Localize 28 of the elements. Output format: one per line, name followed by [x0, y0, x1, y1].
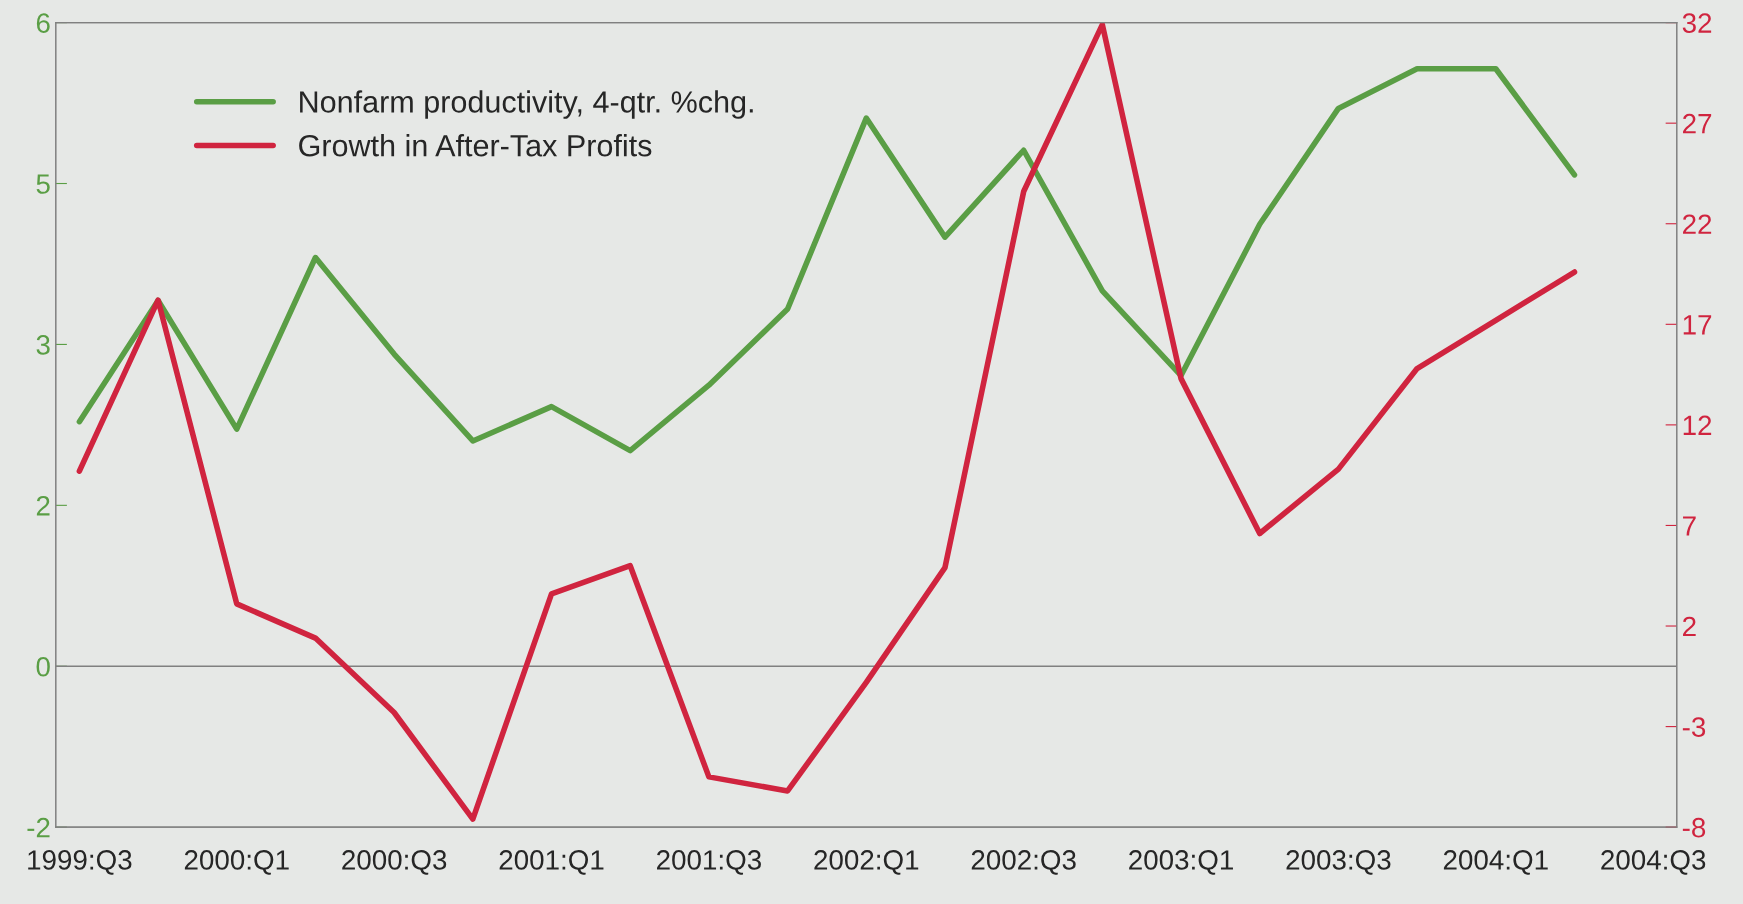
legend-label: Growth in After-Tax Profits	[299, 134, 652, 157]
y2-tick-label: 12	[1683, 415, 1712, 435]
y2-tick-label: -8	[1682, 817, 1706, 838]
x-tick-label: 2001:Q3	[657, 850, 761, 875]
x-tick-label: 2003:Q3	[1286, 850, 1391, 875]
y2-tick-label: 17	[1683, 315, 1712, 335]
x-tick-label: 2001:Q1	[499, 850, 604, 875]
y-tick-label: 2	[36, 496, 50, 516]
y2-tick-label: 32	[1682, 13, 1712, 33]
y2-tick-label: 22	[1683, 214, 1712, 234]
y-tick-label: 0	[36, 656, 50, 677]
y2-tick-label: 27	[1683, 113, 1712, 134]
x-tick-label: 2002:Q3	[971, 850, 1076, 875]
y-tick-label: -2	[27, 817, 50, 838]
y2-tick-label: -3	[1682, 717, 1706, 737]
y-tick-label: 5	[36, 174, 50, 194]
x-tick-label: 1999:Q3	[28, 850, 132, 875]
x-tick-label: 2004:Q1	[1443, 850, 1548, 875]
x-tick-label: 2000:Q1	[184, 850, 289, 875]
x-tick-label: 2002:Q1	[814, 850, 919, 875]
legend-label: Nonfarm productivity, 4-qtr. %chg.	[300, 90, 753, 119]
y2-tick-label: 7	[1683, 516, 1696, 536]
y-tick-label: 6	[36, 13, 50, 33]
x-tick-label: 2000:Q3	[342, 850, 447, 875]
x-tick-label: 2003:Q1	[1129, 850, 1233, 875]
y-tick-label: 3	[36, 335, 50, 355]
x-tick-label: 2004:Q3	[1601, 850, 1706, 875]
y2-tick-label: 2	[1683, 616, 1696, 637]
